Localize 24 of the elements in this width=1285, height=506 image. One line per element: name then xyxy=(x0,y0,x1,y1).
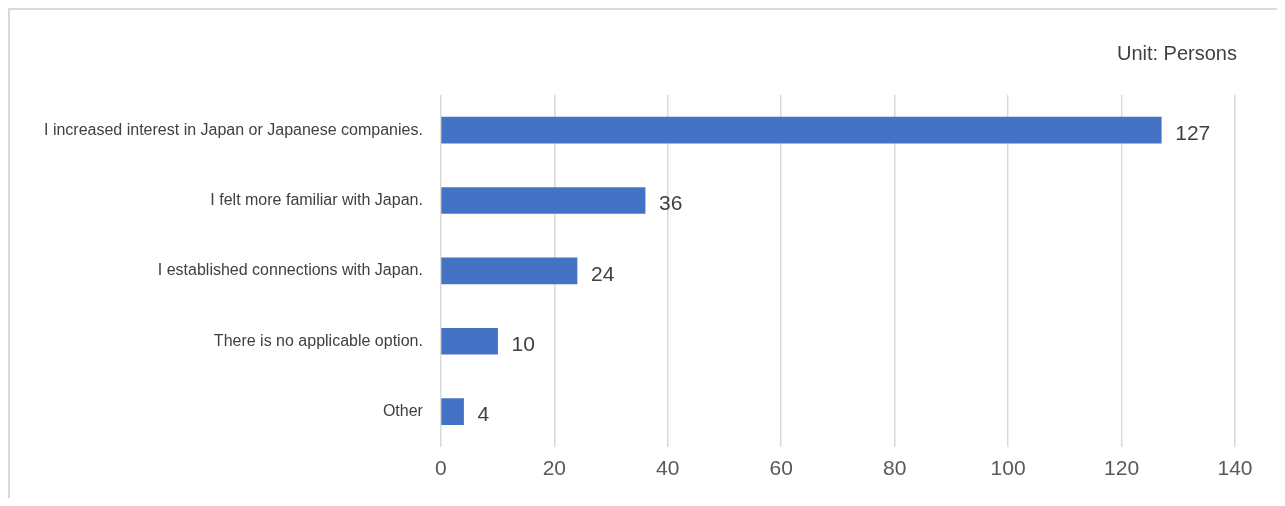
x-tick-label: 140 xyxy=(1217,456,1253,480)
text: Unit: Persons xyxy=(1116,41,1237,64)
data-label: 4 xyxy=(477,402,490,426)
x-tick-label: 60 xyxy=(769,456,793,480)
data-label: 36 xyxy=(659,191,683,215)
bar xyxy=(441,187,646,214)
bar xyxy=(441,116,1162,144)
y-tick-label: I increased interest in Japan or Japanese companies. xyxy=(44,120,423,138)
y-tick-label: I felt more familiar with Japan. xyxy=(210,190,423,208)
bar xyxy=(441,398,464,425)
bar xyxy=(441,327,498,355)
data-label: 127 xyxy=(1175,120,1211,144)
x-tick-label: 40 xyxy=(656,456,680,480)
x-tick-label: 80 xyxy=(882,456,907,480)
y-tick-label: Other xyxy=(382,402,424,420)
y-tick-label: There is no applicable option. xyxy=(213,331,423,349)
data-label: 24 xyxy=(591,261,615,285)
y-tick-label: I established connections with Japan. xyxy=(157,261,423,279)
x-tick-label: 20 xyxy=(542,456,567,480)
x-tick-label: 100 xyxy=(990,456,1026,480)
bar xyxy=(441,257,578,285)
data-label: 10 xyxy=(511,332,535,356)
x-tick-label: 0 xyxy=(435,456,447,480)
x-tick-label: 120 xyxy=(1104,456,1140,480)
